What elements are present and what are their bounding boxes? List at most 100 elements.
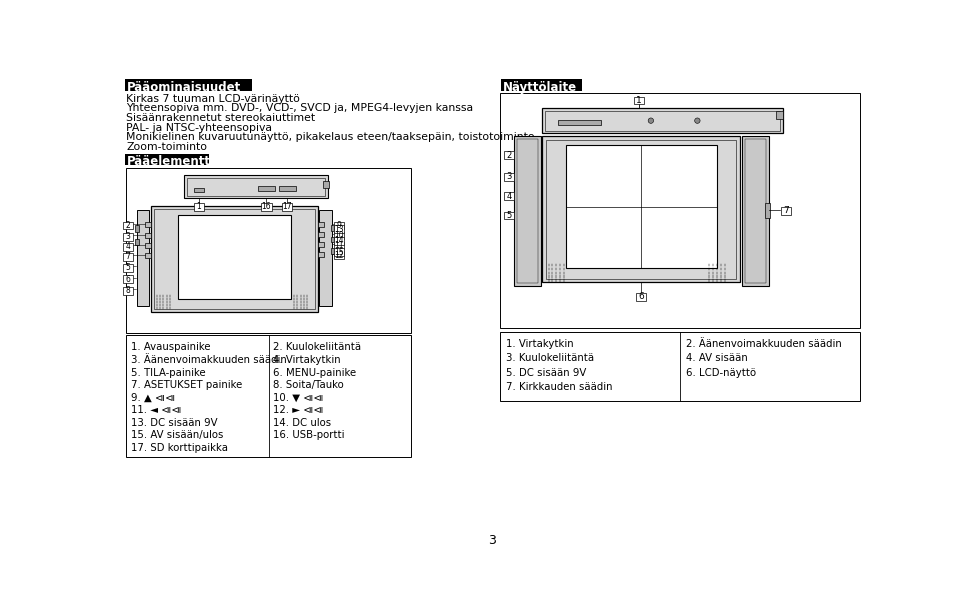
Bar [636, 293, 646, 301]
Bar [544, 111, 780, 131]
Text: 9. ▲ ⧏⧏: 9. ▲ ⧏⧏ [131, 392, 175, 403]
Bar [331, 237, 334, 243]
Text: Sisäänrakennetut stereokaiuttimet: Sisäänrakennetut stereokaiuttimet [126, 113, 315, 123]
Text: 3. Kuulokeliitäntä: 3. Kuulokeliitäntä [506, 353, 594, 363]
Bar [558, 120, 601, 125]
Text: 15: 15 [334, 248, 344, 257]
Bar [504, 152, 515, 159]
Text: 7: 7 [126, 252, 131, 262]
Text: 17: 17 [282, 203, 292, 211]
Text: 13: 13 [334, 225, 344, 234]
Bar [334, 225, 345, 233]
Bar [319, 210, 331, 306]
Text: 3: 3 [506, 173, 512, 181]
Text: Zoom-toiminto: Zoom-toiminto [126, 142, 207, 152]
Bar [179, 216, 291, 299]
Text: 9: 9 [337, 221, 342, 230]
Bar [780, 207, 791, 214]
Text: 4. AV sisään: 4. AV sisään [686, 353, 748, 363]
Bar [123, 253, 132, 261]
Text: 3: 3 [126, 233, 131, 241]
Bar [318, 222, 324, 227]
Text: 10. ▼ ⧏⧏: 10. ▼ ⧏⧏ [274, 392, 324, 403]
Bar [500, 332, 860, 401]
Bar [504, 192, 515, 200]
Bar [542, 136, 740, 282]
Bar [123, 243, 132, 251]
Circle shape [648, 118, 654, 123]
Text: 5. DC sisään 9V: 5. DC sisään 9V [506, 368, 587, 378]
Bar [334, 237, 345, 244]
Bar [501, 79, 582, 91]
Bar [324, 182, 329, 188]
Text: 6. LCD-näyttö: 6. LCD-näyttö [686, 368, 756, 378]
Text: 2: 2 [507, 151, 512, 160]
Text: 7. Kirkkauden säädin: 7. Kirkkauden säädin [506, 383, 612, 392]
Bar [745, 139, 765, 283]
Bar [334, 241, 345, 249]
Text: 4: 4 [507, 192, 512, 201]
Text: 11: 11 [335, 241, 344, 250]
Text: 5: 5 [126, 263, 131, 272]
Bar [155, 209, 315, 308]
Bar [334, 222, 345, 229]
Text: Yhteensopiva mm. DVD-, VCD-, SVCD ja, MPEG4-levyjen kanssa: Yhteensopiva mm. DVD-, VCD-, SVCD ja, MP… [126, 103, 473, 114]
Text: Monikielinen kuvaruutunäyttö, pikakelaus eteen/taaksepäin, toistotoiminto: Monikielinen kuvaruutunäyttö, pikakelaus… [126, 132, 535, 142]
Bar [134, 239, 138, 246]
Bar [126, 335, 412, 457]
Text: Näyttölaite: Näyttölaite [503, 80, 577, 93]
Bar [331, 249, 334, 254]
Bar [145, 243, 151, 249]
Text: Pääelementti: Pääelementti [127, 155, 215, 168]
Text: 6: 6 [638, 292, 643, 301]
Text: 14. DC ulos: 14. DC ulos [274, 418, 331, 428]
Text: 7. ASETUKSET painike: 7. ASETUKSET painike [131, 380, 242, 390]
Bar [635, 97, 644, 104]
Bar [282, 203, 293, 211]
Circle shape [695, 118, 700, 123]
Text: 13. DC sisään 9V: 13. DC sisään 9V [131, 418, 217, 428]
Bar [504, 211, 515, 219]
Bar [318, 252, 324, 257]
Text: 6. MENU-painike: 6. MENU-painike [274, 368, 356, 378]
Bar [126, 79, 252, 91]
Text: 3. Äänenvoimakkuuden säädin: 3. Äänenvoimakkuuden säädin [131, 355, 287, 365]
Bar [123, 276, 132, 283]
Bar [186, 177, 325, 196]
Bar [777, 111, 783, 119]
Bar [194, 203, 204, 211]
Bar [134, 225, 138, 231]
Bar [331, 225, 334, 231]
Bar [504, 173, 515, 181]
Bar [542, 108, 782, 133]
Bar [261, 203, 272, 211]
Text: PAL- ja NTSC-yhteensopiva: PAL- ja NTSC-yhteensopiva [126, 123, 273, 133]
Bar [334, 252, 345, 259]
Bar [123, 233, 132, 241]
Text: 1. Avauspainike: 1. Avauspainike [131, 343, 210, 352]
Bar [318, 231, 324, 237]
Bar [278, 186, 296, 192]
Text: 8: 8 [126, 286, 131, 295]
Bar [500, 93, 860, 328]
Bar [126, 168, 412, 333]
Bar [145, 233, 151, 238]
Bar [516, 139, 538, 283]
Text: 5. TILA-painike: 5. TILA-painike [131, 368, 205, 378]
Text: 12. ► ⧏⧏: 12. ► ⧏⧏ [274, 405, 324, 415]
Bar [514, 136, 540, 286]
Bar [123, 264, 132, 271]
Text: 16: 16 [262, 203, 272, 211]
Text: 1. Virtakytkin: 1. Virtakytkin [506, 338, 573, 349]
Text: 17. SD korttipaikka: 17. SD korttipaikka [131, 443, 228, 453]
Text: 15. AV sisään/ulos: 15. AV sisään/ulos [131, 430, 224, 440]
Bar [765, 203, 770, 219]
Text: 8. Soita/Tauko: 8. Soita/Tauko [274, 380, 345, 390]
Bar [123, 222, 132, 229]
Text: 2: 2 [126, 221, 131, 230]
Bar [194, 188, 204, 192]
Bar [126, 154, 209, 165]
Text: Kirkas 7 tuuman LCD-värinäyttö: Kirkas 7 tuuman LCD-värinäyttö [126, 94, 300, 104]
Text: 5: 5 [507, 211, 512, 220]
Bar [318, 241, 324, 247]
